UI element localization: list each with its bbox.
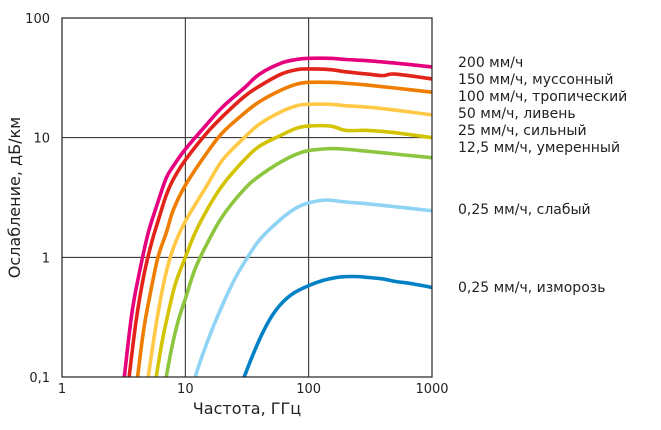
y-tick-label: 10 <box>33 132 50 147</box>
legend-entry: 0,25 мм/ч, слабый <box>458 202 591 218</box>
grid <box>62 18 432 377</box>
y-tick-label: 0,1 <box>29 371 50 386</box>
series-line-6 <box>164 146 432 377</box>
series-line-2 <box>127 67 432 377</box>
x-tick-label: 1000 <box>415 382 448 397</box>
y-tick-label: 100 <box>25 12 50 27</box>
legend-entry: 0,25 мм/ч, изморозь <box>458 280 605 296</box>
plot-frame <box>61 17 433 378</box>
series-line-1 <box>122 56 432 377</box>
legend-entry: 150 мм/ч, муссонный <box>458 72 613 88</box>
tick-labels: 1 10 100 1000 0,1 1 10 100 <box>25 12 448 397</box>
y-tick-label: 1 <box>42 251 50 266</box>
series-line-7 <box>193 198 432 377</box>
series-line-4 <box>146 102 432 377</box>
y-axis-label: Ослабление, дБ/км <box>5 117 24 278</box>
series-line-3 <box>135 80 432 377</box>
x-tick-label: 10 <box>177 382 194 397</box>
x-axis-label: Частота, ГГц <box>193 399 301 418</box>
legend-entry: 25 мм/ч, сильный <box>458 123 587 139</box>
x-tick-label: 100 <box>296 382 321 397</box>
legend-entry: 12,5 мм/ч, умеренный <box>458 140 620 156</box>
legend-entry: 200 мм/ч <box>458 55 523 71</box>
series-line-8 <box>242 274 432 377</box>
legend-entry: 50 мм/ч, ливень <box>458 106 576 122</box>
x-tick-label: 1 <box>58 382 66 397</box>
series-lines <box>122 56 432 377</box>
series-line-5 <box>154 123 432 377</box>
legend-entry: 100 мм/ч, тропический <box>458 89 627 105</box>
